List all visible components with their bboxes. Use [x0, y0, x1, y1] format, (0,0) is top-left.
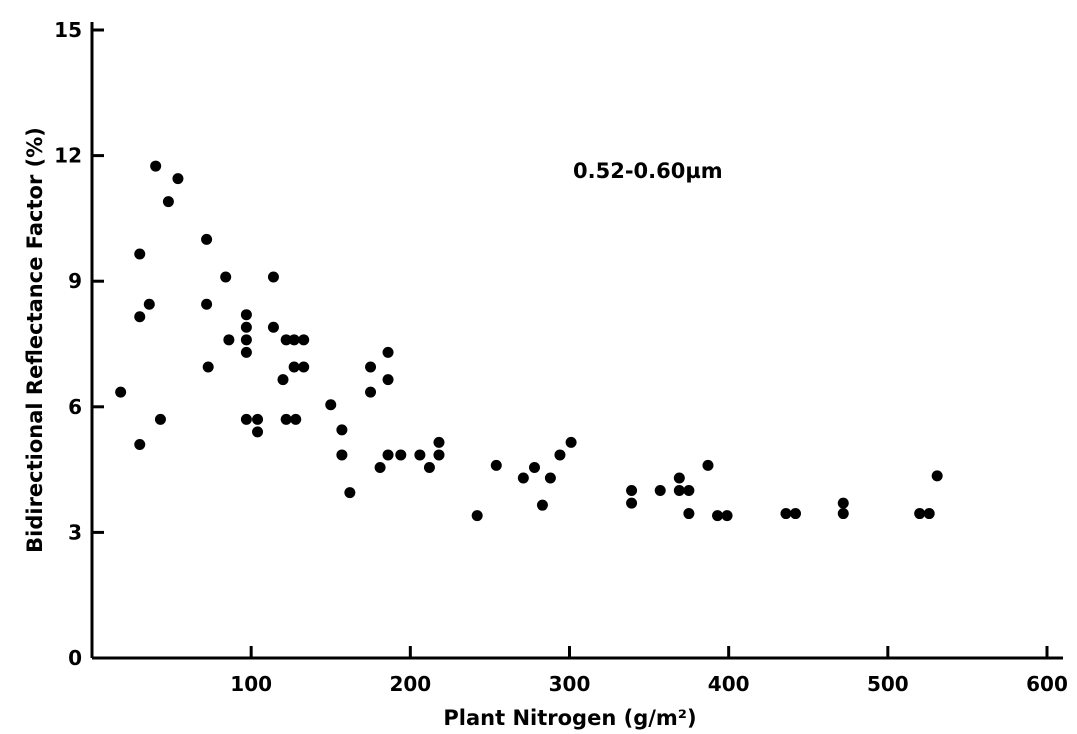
data-point [240, 413, 252, 425]
data-point [201, 233, 213, 245]
data-point [240, 321, 252, 333]
data-point [298, 361, 310, 373]
data-point [277, 374, 289, 386]
data-point [134, 248, 146, 260]
data-point [721, 510, 733, 522]
data-point [150, 160, 162, 172]
x-axis-title: Plant Nitrogen (g/m²) [443, 706, 696, 730]
data-point [923, 508, 935, 520]
data-point [780, 508, 792, 520]
data-point [267, 271, 279, 283]
data-point [673, 485, 685, 497]
data-point [683, 485, 695, 497]
data-point [382, 346, 394, 358]
data-point [423, 462, 435, 474]
data-point [914, 508, 926, 520]
data-point [288, 361, 300, 373]
data-point [240, 309, 252, 321]
y-tick-label: 3 [68, 520, 82, 544]
data-point [336, 449, 348, 461]
data-point [536, 499, 548, 511]
y-axis-ticks: 0 3 6 9 12 15 [54, 18, 104, 670]
data-point [374, 462, 386, 474]
data-point [240, 346, 252, 358]
plot-area: 0 3 6 9 12 15 100 200 300 400 500 600 [54, 18, 1068, 696]
wavelength-annotation: 0.52-0.60µm [573, 159, 723, 183]
data-point [365, 361, 377, 373]
x-tick-label: 200 [389, 672, 431, 696]
data-point [544, 472, 556, 484]
data-point [252, 413, 264, 425]
data-point [702, 459, 714, 471]
data-point [143, 298, 155, 310]
data-point [673, 472, 685, 484]
data-point [134, 438, 146, 450]
data-point [365, 386, 377, 398]
data-point [154, 413, 166, 425]
data-point [517, 472, 529, 484]
x-tick-label: 300 [549, 672, 591, 696]
data-point [790, 508, 802, 520]
data-point [528, 462, 540, 474]
y-tick-label: 6 [68, 395, 82, 419]
data-point [298, 334, 310, 346]
data-point [565, 436, 577, 448]
data-point [626, 497, 638, 509]
y-axis-title: Bidirectional Reflectance Factor (%) [23, 127, 47, 553]
y-tick-label: 9 [68, 269, 82, 293]
data-point [325, 399, 337, 411]
data-point [201, 298, 213, 310]
x-axis-ticks: 100 200 300 400 500 600 [230, 646, 1068, 696]
data-point [134, 311, 146, 323]
data-point [288, 334, 300, 346]
data-point [202, 361, 214, 373]
data-point [626, 485, 638, 497]
data-point [280, 413, 292, 425]
data-point [115, 386, 127, 398]
data-point [395, 449, 407, 461]
data-point [712, 510, 724, 522]
x-tick-label: 500 [867, 672, 909, 696]
data-point [837, 508, 849, 520]
data-point [220, 271, 232, 283]
data-point [267, 321, 279, 333]
data-point [223, 334, 235, 346]
x-tick-label: 600 [1026, 672, 1068, 696]
y-tick-label: 12 [54, 144, 82, 168]
x-tick-label: 400 [708, 672, 750, 696]
data-point [554, 449, 566, 461]
data-point [654, 485, 666, 497]
y-tick-label: 0 [68, 646, 82, 670]
data-point [336, 424, 348, 436]
data-point [240, 334, 252, 346]
data-point [382, 449, 394, 461]
y-tick-label: 15 [54, 18, 82, 42]
data-point [252, 426, 264, 438]
data-point [382, 374, 394, 386]
data-point [471, 510, 483, 522]
data-point [344, 487, 356, 499]
data-point [162, 196, 174, 208]
data-point [172, 173, 184, 185]
data-point [837, 497, 849, 509]
data-point [414, 449, 426, 461]
data-points [115, 160, 943, 522]
x-tick-label: 100 [230, 672, 272, 696]
data-point [280, 334, 292, 346]
data-point [290, 413, 302, 425]
data-point [433, 449, 445, 461]
data-point [490, 459, 502, 471]
data-point [683, 508, 695, 520]
data-point [931, 470, 943, 482]
data-point [433, 436, 445, 448]
